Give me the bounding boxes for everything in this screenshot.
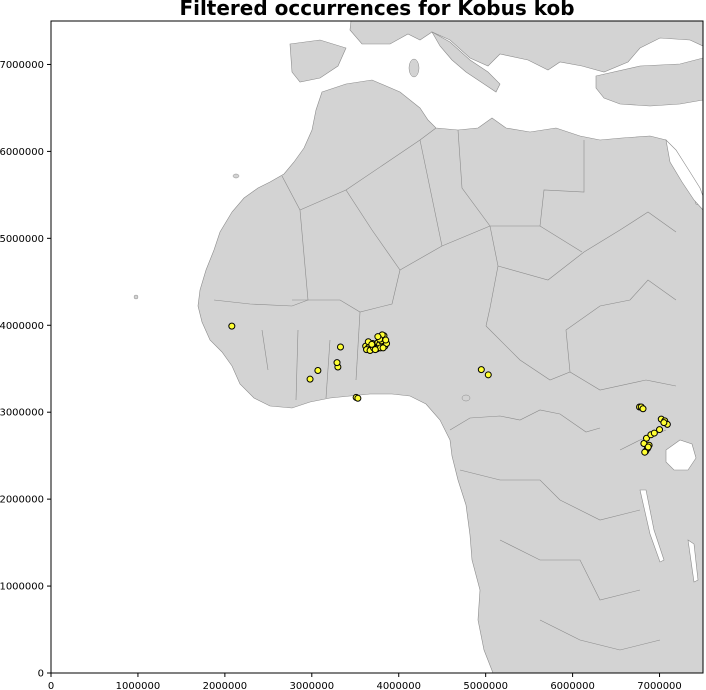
occurrence-point — [650, 429, 658, 437]
x-tick-label: 6000000 — [550, 681, 595, 690]
y-tick-label: 7000000 — [0, 60, 44, 71]
land-italy — [431, 31, 501, 93]
occurrence-points — [228, 322, 671, 456]
y-tick-label: 6000000 — [0, 147, 44, 158]
country-borders — [213, 127, 677, 651]
occurrence-point — [336, 343, 344, 351]
lake-malawi — [687, 539, 699, 583]
chart-title: Filtered occurrences for Kobus kob — [179, 0, 574, 20]
x-tick-label: 0 — [48, 681, 54, 690]
occurrence-point — [644, 443, 652, 451]
occurrence-point — [371, 346, 379, 354]
red-sea — [665, 139, 703, 211]
occurrence-point — [641, 448, 649, 456]
x-tick-label: 1000000 — [116, 681, 161, 690]
y-tick-label: 1000000 — [0, 582, 44, 593]
occurrence-point — [333, 359, 341, 367]
island-canary — [232, 173, 240, 179]
occurrence-point — [354, 394, 362, 402]
y-tick-label: 3000000 — [0, 408, 44, 419]
occurrence-point — [306, 375, 314, 383]
x-axis: 0 1000000 2000000 3000000 4000000 5000000 6000… — [48, 673, 682, 690]
island-sardinia — [408, 58, 420, 78]
land-iberia-tip — [289, 39, 347, 83]
y-tick-label: 0 — [38, 669, 44, 680]
x-tick-label: 7000000 — [637, 681, 682, 690]
y-axis: 0 1000000 2000000 3000000 4000000 5000000 6000… — [0, 60, 51, 680]
lake-victoria — [665, 439, 697, 471]
occurrence-point — [477, 366, 485, 374]
basemap — [133, 21, 703, 673]
lake-tanganyika — [639, 489, 665, 563]
occurrence-point — [228, 322, 236, 330]
plot-frame — [50, 20, 704, 674]
y-tick-label: 5000000 — [0, 234, 44, 245]
land-anatolia — [595, 57, 703, 107]
occurrence-point — [660, 419, 668, 427]
occurrence-point — [374, 333, 382, 341]
x-tick-label: 5000000 — [463, 681, 508, 690]
occurrence-point — [368, 340, 376, 348]
occurrence-point — [379, 344, 387, 352]
y-tick-label: 2000000 — [0, 495, 44, 506]
land-europe — [349, 21, 703, 73]
occurrence-point — [314, 366, 322, 374]
occurrence-point — [639, 405, 647, 413]
occurrence-point — [656, 426, 664, 434]
island-cape-verde — [133, 294, 139, 300]
y-tick-label: 4000000 — [0, 321, 44, 332]
island-bioko — [461, 394, 471, 402]
occurrence-point — [484, 371, 492, 379]
occurrence-point — [382, 336, 390, 344]
x-tick-label: 3000000 — [290, 681, 335, 690]
x-tick-label: 2000000 — [203, 681, 248, 690]
x-tick-label: 4000000 — [376, 681, 421, 690]
land-africa — [197, 79, 703, 673]
plot-area — [50, 20, 704, 674]
